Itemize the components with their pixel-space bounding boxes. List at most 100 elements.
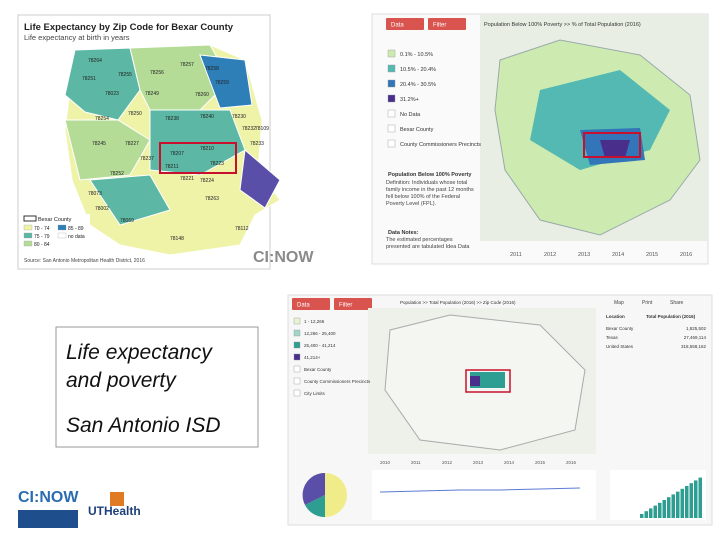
year-label: 2014 xyxy=(612,252,624,258)
legend-label: 70 - 74 xyxy=(34,226,50,232)
table-cell: 1,825,502 xyxy=(686,326,707,331)
zip-label: 78112 xyxy=(235,226,249,232)
bar xyxy=(644,511,648,518)
year-label: 2016 xyxy=(566,460,577,465)
button[interactable] xyxy=(334,298,372,310)
zip-label: 78237 xyxy=(140,156,154,162)
caption: and poverty xyxy=(66,369,177,392)
button[interactable] xyxy=(386,18,424,30)
notes-box: The estimated percentages presented are … xyxy=(386,237,470,250)
caption: Life expectancy xyxy=(66,341,213,364)
highlight-box xyxy=(583,132,641,158)
panel-title: Population >> Total Population (2016) >>… xyxy=(400,300,516,305)
zip-label: 78207 xyxy=(170,151,184,157)
button-label: Data xyxy=(391,23,404,29)
zip-label: 78210 xyxy=(200,146,214,152)
legend-label: County Commissioners Precincts xyxy=(400,142,481,148)
button[interactable] xyxy=(292,298,330,310)
legend-swatch xyxy=(293,317,301,325)
logo-mark xyxy=(110,492,124,506)
legend-swatch xyxy=(387,94,396,103)
zip-label: 78224 xyxy=(200,178,214,184)
year-label: 2013 xyxy=(578,252,590,258)
bar xyxy=(689,483,693,518)
source: Source: San Antonio Metropolitan Health … xyxy=(24,258,145,264)
legend-label: 12,266 - 25,400 xyxy=(304,331,336,336)
pie-slice xyxy=(302,472,325,505)
year-label: 2010 xyxy=(380,460,391,465)
legend-label: 25,400 - 41,214 xyxy=(304,343,336,348)
logo: CI:NOW xyxy=(18,489,79,506)
year-label: 2016 xyxy=(680,252,692,258)
bar xyxy=(649,508,653,518)
bar xyxy=(676,491,680,518)
legend-label: 1 - 12,266 xyxy=(304,319,325,324)
map-subtitle: Life expectancy at birth in years xyxy=(24,33,130,42)
legend-swatch xyxy=(293,341,301,349)
legend-label: 80 - 84 xyxy=(34,242,50,248)
zip-label: 78260 xyxy=(195,92,209,98)
legend-label: City Limits xyxy=(304,391,326,396)
legend-title: Bexar County xyxy=(38,217,72,223)
zip-label: 78240 xyxy=(200,114,214,120)
bar xyxy=(685,486,689,518)
tab: Share xyxy=(670,300,684,306)
legend-label: no data xyxy=(68,234,85,240)
zip-label: 78245 xyxy=(92,141,106,147)
region xyxy=(600,140,630,158)
legend-swatch xyxy=(23,215,37,222)
zip-label: 78251 xyxy=(82,76,96,82)
zip-label: 78230 xyxy=(232,114,246,120)
map-title: Life Expectancy by Zip Code for Bexar Co… xyxy=(24,22,234,33)
legend-swatch xyxy=(57,232,67,239)
zip-label: 78254 xyxy=(95,116,109,122)
legend-swatch xyxy=(23,224,33,231)
zip-label: 78069 xyxy=(120,218,134,224)
year-label: 2011 xyxy=(411,460,421,465)
zip-label: 78221 xyxy=(180,176,194,182)
table-cell: Bexar County xyxy=(606,326,634,331)
legend-swatch xyxy=(293,329,301,337)
table-header: Total Population (2016) xyxy=(646,314,696,319)
zip-label: 78263 xyxy=(205,196,219,202)
year-label: 2011 xyxy=(510,252,522,258)
bar xyxy=(671,494,675,518)
zip-label: 78238 xyxy=(165,116,179,122)
legend-label: 75 - 79 xyxy=(34,234,50,240)
bar xyxy=(640,514,644,518)
table-header: Location xyxy=(606,314,625,319)
logo: UTHealth xyxy=(88,504,141,518)
legend-swatch xyxy=(387,109,396,118)
bar xyxy=(662,500,666,518)
bar xyxy=(667,497,671,518)
tab: Print xyxy=(642,300,653,306)
zip-label: 78227 xyxy=(125,141,139,147)
legend-label: Bexar County xyxy=(304,367,332,372)
region xyxy=(239,149,281,209)
caption-box xyxy=(55,326,259,448)
panel-title: Population Below 100% Poverty >> % of To… xyxy=(484,22,641,28)
year-label: 2015 xyxy=(646,252,658,258)
zip-label: 78233 xyxy=(250,141,264,147)
legend-label: 20.4% - 30.5% xyxy=(400,82,436,88)
poverty-panel: Data Filter Population Below 100% Poverty… xyxy=(371,13,709,265)
legend-label: 10.5% - 20.4% xyxy=(400,67,436,73)
caption: San Antonio ISD xyxy=(66,414,221,437)
notes: The estimated percentages presented are … xyxy=(386,237,470,250)
highlight-box xyxy=(465,369,511,393)
definition: Definition: Individuals whose total fami… xyxy=(386,180,474,207)
zip-label: 78258 xyxy=(205,66,219,72)
legend-label: 85 - 89 xyxy=(68,226,84,232)
region xyxy=(199,54,253,109)
legend-label: No Data xyxy=(400,112,421,118)
zip-label: 78211 xyxy=(165,164,179,170)
notes-heading: Data Notes: xyxy=(388,230,419,236)
legend-label: 31.2%+ xyxy=(400,97,419,103)
legend-label: 0.1% - 10.5% xyxy=(400,52,433,58)
life-map-panel: Life Expectancy by Zip Code for Bexar Co… xyxy=(17,14,281,270)
button[interactable] xyxy=(428,18,466,30)
zip-label: 78232 xyxy=(242,126,256,132)
zip-label: 78256 xyxy=(150,70,164,76)
trend-line xyxy=(379,487,581,493)
